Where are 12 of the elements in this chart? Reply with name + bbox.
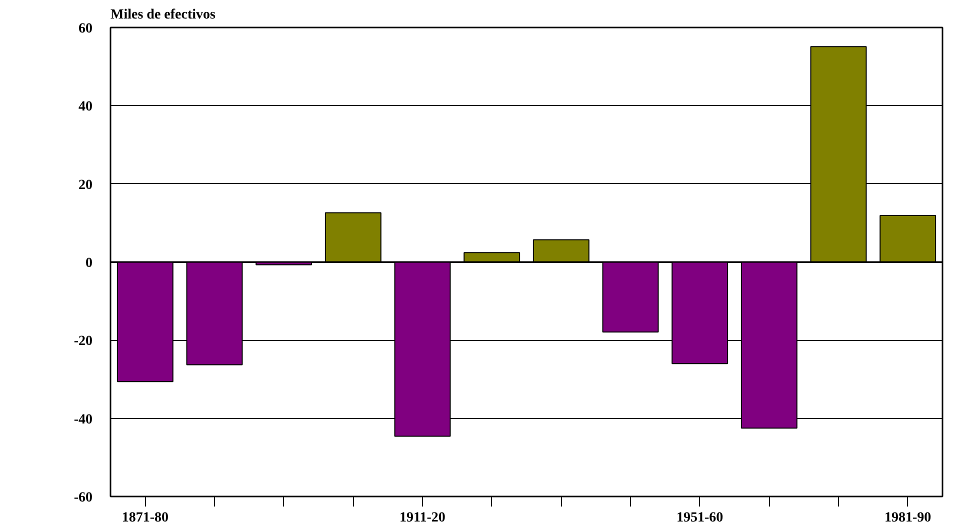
x-tick-label: 1981-90 — [884, 510, 932, 524]
x-tick-label: 1911-20 — [400, 510, 446, 524]
y-tick-label: -40 — [74, 412, 93, 428]
y-tick-label: -60 — [74, 490, 93, 506]
y-tick-label: 20 — [78, 178, 92, 193]
y-tick-label: -20 — [74, 334, 93, 350]
x-tick-label: 1951-60 — [676, 510, 724, 524]
y-tick-label: 60 — [78, 22, 92, 36]
x-tick-label: 1871-80 — [122, 510, 169, 524]
y-tick-label: 0 — [86, 256, 92, 271]
y-axis-title: Miles de efectivos — [110, 8, 216, 22]
y-tick-label: 40 — [78, 100, 92, 115]
